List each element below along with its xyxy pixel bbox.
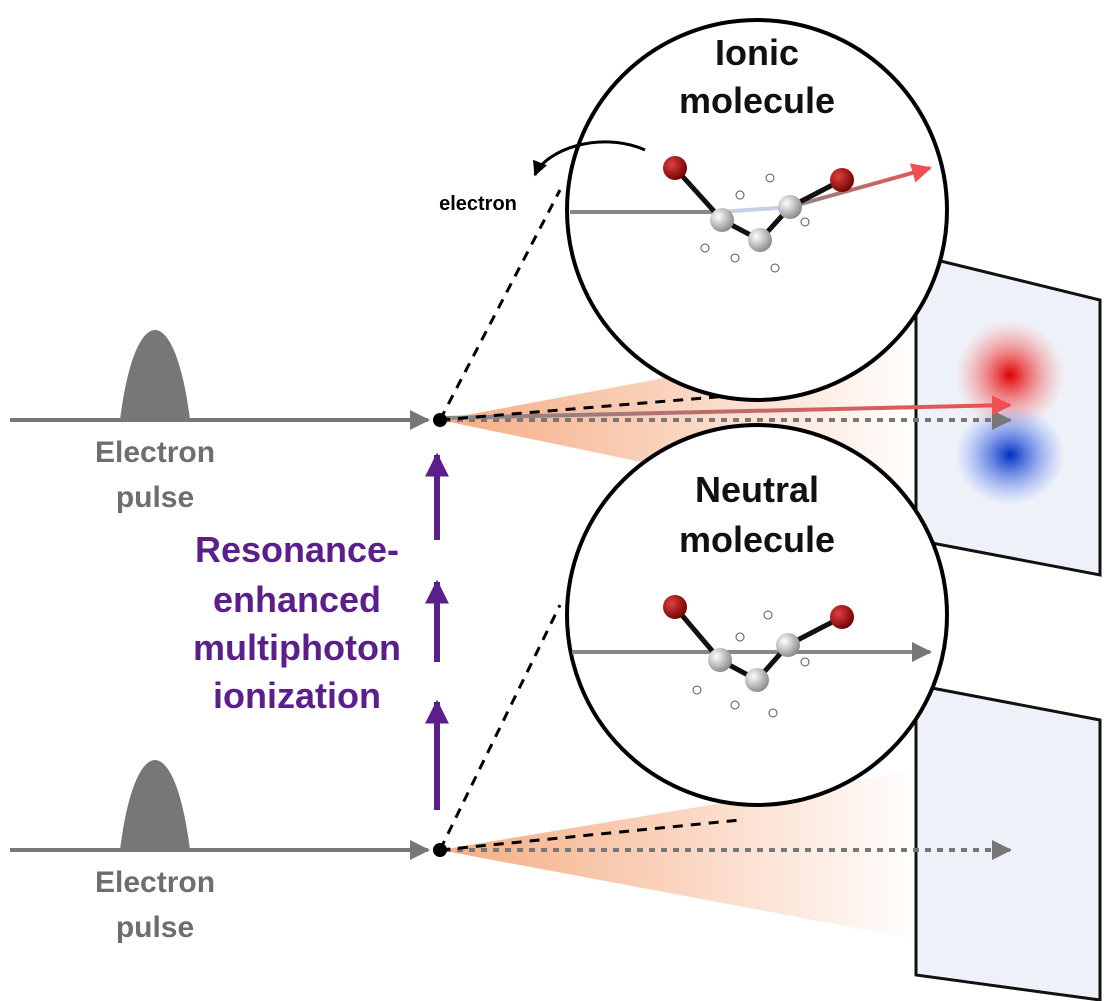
detector-screen — [916, 685, 1100, 1000]
pulse-label: pulse — [116, 481, 194, 514]
diagram: Ionic molecule electron Electron pulse R… — [0, 0, 1104, 1001]
title-line: Neutral — [695, 469, 819, 510]
cone — [440, 770, 920, 940]
process-label: Resonance- — [195, 529, 399, 570]
process-label: enhanced — [213, 579, 381, 620]
pulse-label: pulse — [116, 911, 194, 944]
pulse — [120, 330, 190, 420]
title-line: molecule — [679, 519, 835, 560]
pulse-label: Electron — [95, 866, 215, 899]
pulse-label: Electron — [95, 436, 215, 469]
electron-label: electron — [439, 193, 517, 215]
title-line: molecule — [679, 80, 835, 121]
process-label: ionization — [213, 675, 381, 716]
process-label: multiphoton — [193, 627, 401, 668]
title-line: Ionic — [715, 32, 799, 73]
pulse — [120, 760, 190, 850]
